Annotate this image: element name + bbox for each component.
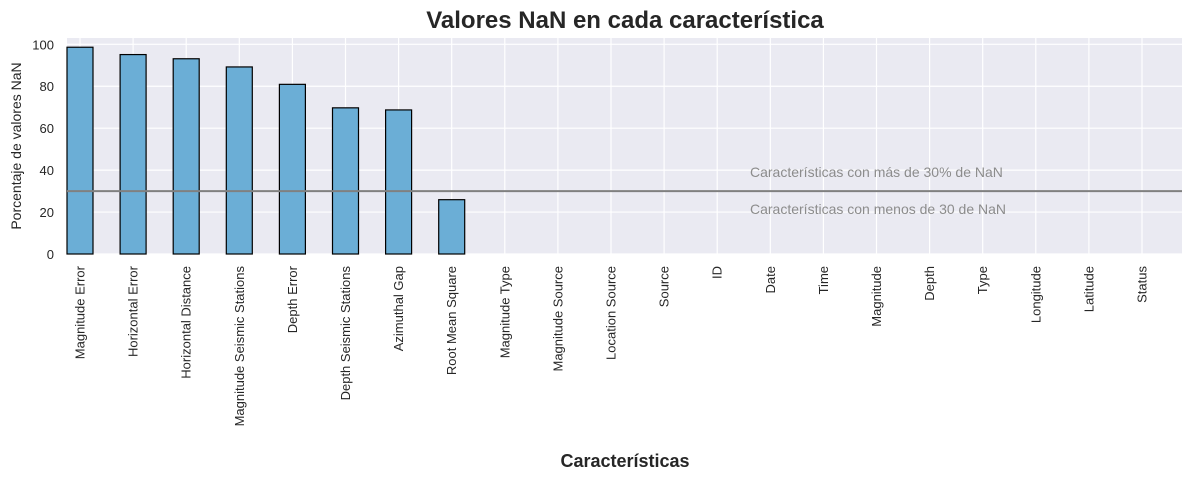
- x-tick-label: Location Source: [604, 266, 619, 360]
- threshold-label-above: Características con más de 30% de NaN: [750, 164, 1003, 180]
- bar: [66, 46, 94, 255]
- bar: [119, 53, 147, 255]
- bar: [278, 83, 306, 255]
- x-tick-label: Type: [975, 266, 990, 294]
- x-tick-label: Depth Error: [285, 265, 300, 333]
- bars: [66, 46, 466, 255]
- y-tick-label: 40: [40, 163, 54, 178]
- x-tick-label: Source: [657, 266, 672, 307]
- x-tick-label: Magnitude Source: [550, 266, 565, 372]
- x-tick-label: Magnitude Error: [73, 265, 88, 359]
- bar: [172, 58, 200, 255]
- y-tick-label: 100: [32, 37, 54, 52]
- bar: [225, 66, 253, 255]
- y-tick-label: 60: [40, 121, 54, 136]
- y-tick-label: 20: [40, 205, 54, 220]
- threshold-label-below: Características con menos de 30 de NaN: [750, 201, 1006, 217]
- x-tick-label: Date: [763, 266, 778, 293]
- x-tick-label: Status: [1135, 266, 1150, 303]
- bar: [331, 107, 360, 255]
- x-tick-label: Longitude: [1028, 266, 1043, 323]
- x-tick-label: Magnitude Type: [497, 266, 512, 358]
- x-tick-label: Magnitude: [869, 266, 884, 327]
- x-tick-label: Magnitude Seismic Stations: [232, 266, 247, 427]
- y-tick-label: 0: [47, 247, 54, 262]
- x-tick-label: ID: [710, 266, 725, 279]
- x-tick-label: Depth: [922, 266, 937, 301]
- x-tick-label: Time: [816, 266, 831, 294]
- x-tick-label: Root Mean Square: [444, 266, 459, 375]
- bar: [438, 199, 466, 255]
- x-axis-ticks: Magnitude Error Horizontal Error Horizonta…: [73, 265, 1150, 426]
- y-tick-label: 80: [40, 79, 54, 94]
- chart-title: Valores NaN en cada característica: [426, 7, 824, 34]
- x-tick-label: Latitude: [1081, 266, 1096, 312]
- y-axis-label: Porcentaje de valores NaN: [8, 62, 24, 229]
- x-tick-label: Horizontal Distance: [179, 266, 194, 379]
- y-axis-ticks: 0 20 40 60 80 100: [32, 37, 54, 262]
- x-tick-label: Azimuthal Gap: [391, 266, 406, 351]
- x-tick-label: Horizontal Error: [126, 265, 141, 357]
- threshold: Características con más de 30% de NaN Car…: [67, 164, 1182, 217]
- bar: [385, 109, 413, 255]
- x-axis-label: Características: [560, 451, 689, 471]
- x-tick-label: Depth Seismic Stations: [338, 266, 353, 401]
